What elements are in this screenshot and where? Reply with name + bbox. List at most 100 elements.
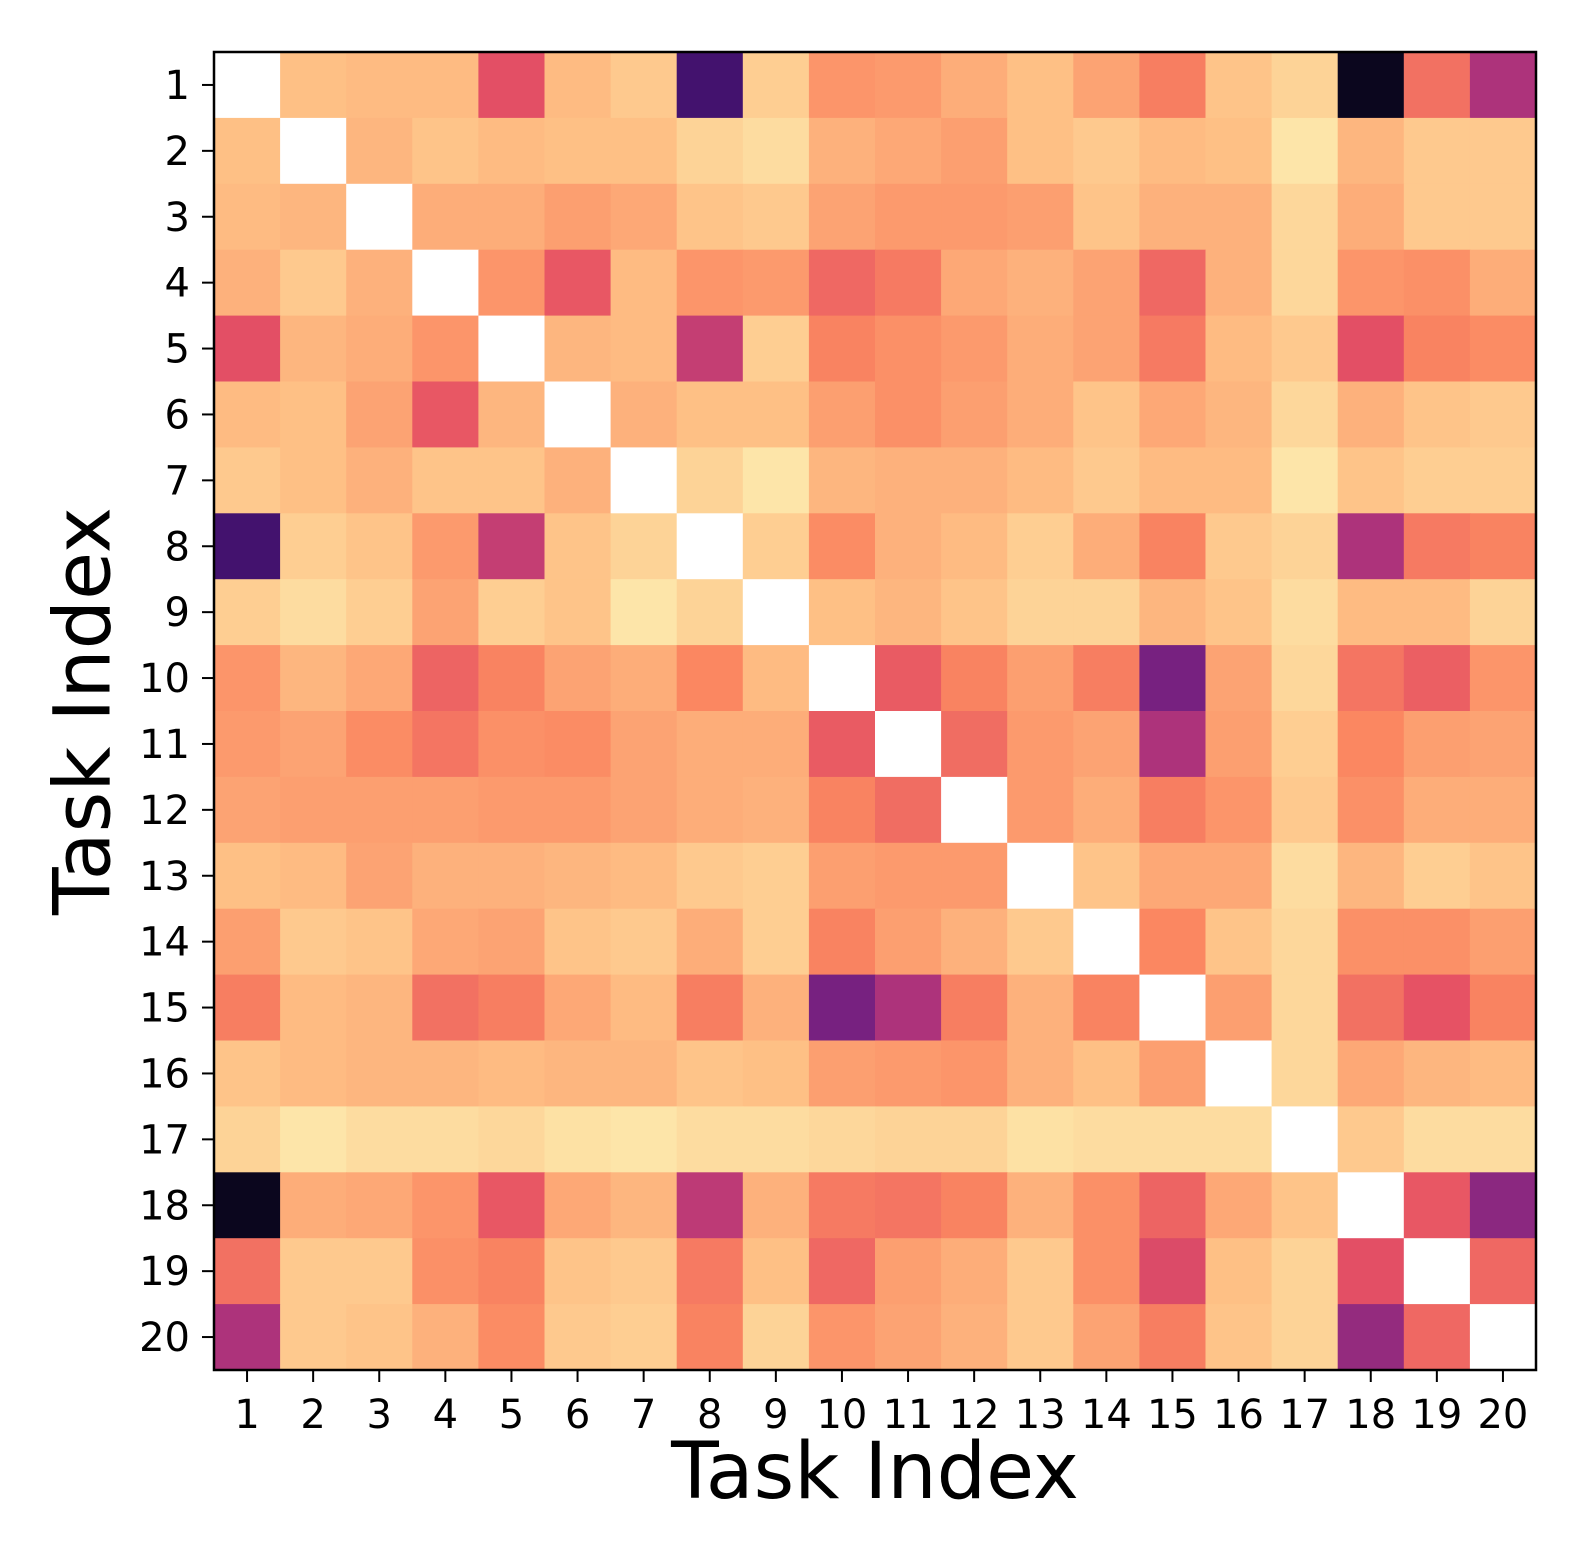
heatmap-cell	[1139, 117, 1207, 185]
heatmap-cell	[544, 974, 612, 1042]
heatmap-cell	[1205, 645, 1273, 712]
heatmap-cell	[875, 842, 942, 910]
heatmap-cell	[1205, 315, 1273, 383]
heatmap-cell	[1403, 315, 1471, 383]
heatmap-cell	[280, 249, 347, 317]
heatmap-cell	[346, 315, 413, 383]
heatmap-cell	[544, 315, 612, 383]
heatmap-cell	[1139, 381, 1207, 448]
y-tick-label: 7	[165, 458, 190, 504]
x-tick-label: 16	[1213, 1392, 1264, 1438]
y-tick-label: 19	[139, 1249, 190, 1295]
y-tick-label: 1	[165, 63, 190, 109]
heatmap-cell	[412, 513, 479, 580]
heatmap-cell	[544, 579, 612, 646]
heatmap-cell	[1469, 908, 1537, 976]
heatmap-cell	[1139, 842, 1207, 910]
heatmap-cell	[346, 513, 413, 580]
heatmap-cell	[1205, 1304, 1273, 1371]
heatmap-cell	[742, 183, 810, 251]
y-tick-label: 16	[139, 1051, 190, 1097]
heatmap-cell	[1007, 183, 1074, 251]
heatmap-cell	[1073, 645, 1140, 712]
heatmap-cell	[1469, 117, 1537, 185]
heatmap-cell	[1403, 249, 1471, 317]
heatmap-cell	[1403, 1172, 1471, 1239]
heatmap-cell	[478, 315, 546, 383]
heatmap-cell	[1337, 579, 1405, 646]
heatmap-cell	[1007, 315, 1074, 383]
heatmap-cell	[808, 315, 876, 383]
heatmap-cell	[346, 711, 413, 778]
heatmap-cell	[1073, 579, 1140, 646]
heatmap-cell	[280, 117, 347, 185]
heatmap-cell	[478, 1040, 546, 1107]
heatmap-cell	[808, 908, 876, 976]
heatmap-cell	[346, 381, 413, 448]
heatmap-cell	[610, 249, 678, 317]
x-tick-label: 19	[1411, 1392, 1462, 1438]
heatmap-cell	[412, 1304, 479, 1371]
heatmap-cell	[1271, 1040, 1339, 1107]
heatmap-cell	[742, 908, 810, 976]
heatmap-cell	[544, 447, 612, 514]
x-tick-label: 14	[1081, 1392, 1132, 1438]
heatmap-cell	[412, 381, 479, 448]
heatmap-cell	[346, 908, 413, 976]
heatmap-cell	[1469, 974, 1537, 1042]
heatmap-cell	[941, 1238, 1008, 1305]
heatmap-cell	[676, 974, 744, 1042]
y-tick-label: 17	[139, 1117, 190, 1163]
heatmap-cell	[1073, 842, 1140, 910]
y-tick-label: 15	[139, 986, 190, 1032]
heatmap-cell	[214, 447, 281, 514]
heatmap-cell	[346, 183, 413, 251]
heatmap-cell	[742, 381, 810, 448]
heatmap-cell	[1205, 249, 1273, 317]
heatmap-cell	[1271, 842, 1339, 910]
heatmap-cell	[1139, 776, 1207, 844]
heatmap-cell	[1139, 579, 1207, 646]
heatmap-cell	[1469, 447, 1537, 514]
heatmap-cell	[412, 315, 479, 383]
heatmap-cell	[1073, 711, 1140, 778]
heatmap-cell	[1469, 711, 1537, 778]
heatmap-cell	[412, 842, 479, 910]
heatmap-cell	[1205, 974, 1273, 1042]
heatmap-cell	[478, 974, 546, 1042]
heatmap-cell	[610, 381, 678, 448]
heatmap-cell	[808, 645, 876, 712]
heatmap-cell	[742, 117, 810, 185]
heatmap-cell	[742, 513, 810, 580]
heatmap-cell	[610, 1106, 678, 1173]
heatmap-cell	[610, 315, 678, 383]
heatmap-cell	[676, 776, 744, 844]
heatmap-cell	[412, 974, 479, 1042]
heatmap-cell	[544, 776, 612, 844]
heatmap-cell	[544, 842, 612, 910]
heatmap-cell	[1205, 842, 1273, 910]
heatmap-cell	[676, 513, 744, 580]
heatmap-cell	[808, 974, 876, 1042]
heatmap-cell	[478, 908, 546, 976]
heatmap-cell	[478, 249, 546, 317]
heatmap-cell	[1403, 183, 1471, 251]
heatmap-cell	[610, 974, 678, 1042]
heatmap-cell	[1073, 1106, 1140, 1173]
y-tick-label: 10	[139, 656, 190, 702]
heatmap-cell	[808, 183, 876, 251]
heatmap-cell	[941, 842, 1008, 910]
heatmap-cell	[1007, 908, 1074, 976]
heatmap-cell	[676, 1238, 744, 1305]
heatmap-cell	[742, 974, 810, 1042]
heatmap-cell	[1271, 381, 1339, 448]
heatmap-cell	[1469, 645, 1537, 712]
heatmap-cell	[808, 513, 876, 580]
x-tick-label: 18	[1345, 1392, 1396, 1438]
heatmap-cell	[941, 711, 1008, 778]
heatmap-cell	[1139, 645, 1207, 712]
heatmap-cell	[808, 1106, 876, 1173]
heatmap-cell	[1073, 1238, 1140, 1305]
heatmap-cell	[1007, 1040, 1074, 1107]
y-tick-label: 5	[165, 327, 190, 373]
